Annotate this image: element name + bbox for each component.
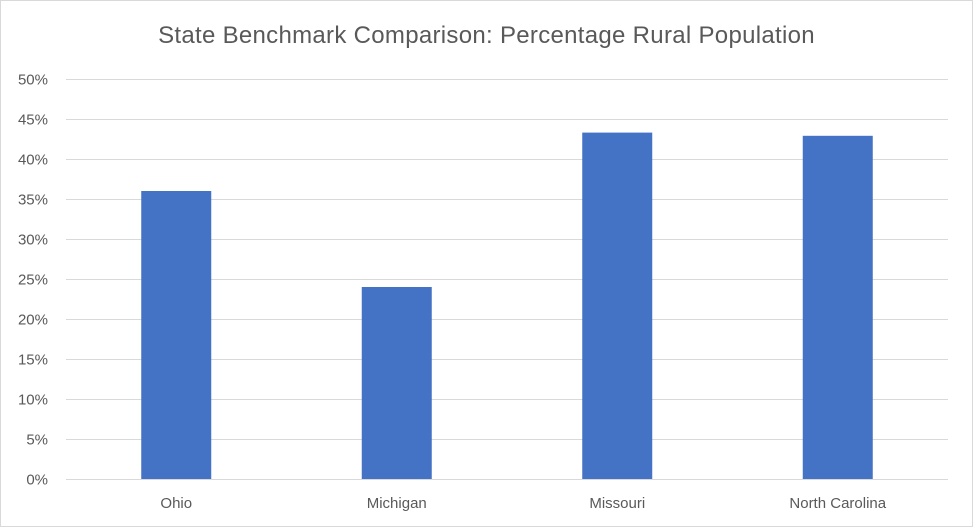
y-tick-label: 40% [18,152,48,169]
chart-title: State Benchmark Comparison: Percentage R… [158,22,815,49]
x-category-label: North Carolina [789,495,886,512]
y-tick-label: 10% [18,392,48,409]
x-axis-category-labels: Ohio Michigan Missouri North Carolina [160,495,886,512]
y-tick-label: 20% [18,312,48,329]
x-category-label: Missouri [589,495,645,512]
y-tick-label: 35% [18,192,48,209]
gridlines [66,79,948,480]
y-tick-label: 15% [18,352,48,369]
y-tick-label: 45% [18,112,48,129]
y-tick-label: 50% [18,72,48,89]
x-category-label: Ohio [160,495,192,512]
x-category-label: Michigan [367,495,427,512]
y-tick-label: 0% [26,472,48,489]
y-tick-label: 5% [26,432,48,449]
bar-north-carolina [802,135,873,480]
y-axis-tick-labels: 0% 5% 10% 15% 20% 25% 30% 35% 40% 45% 50% [18,72,48,489]
bar-missouri [582,132,653,479]
y-tick-label: 25% [18,272,48,289]
bars [141,132,873,480]
bar-michigan [361,287,432,479]
y-tick-label: 30% [18,232,48,249]
bar-ohio [141,191,212,479]
